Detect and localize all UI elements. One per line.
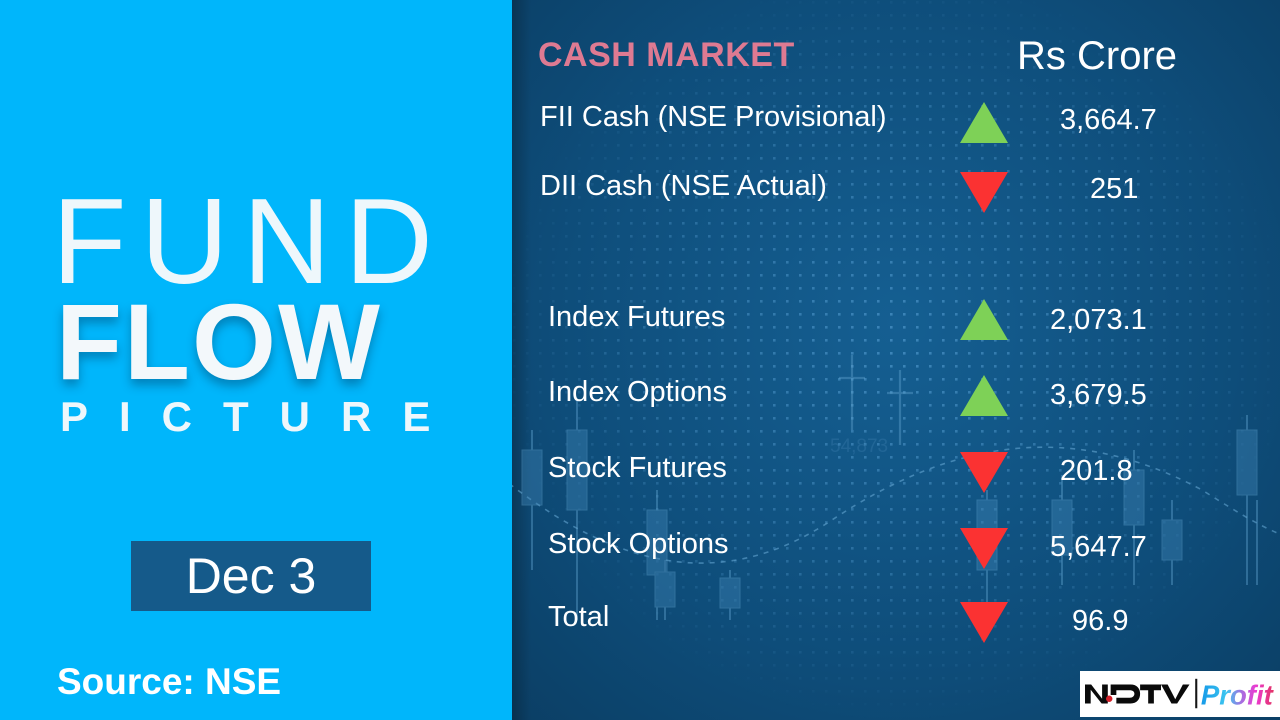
svg-text:Profit: Profit bbox=[1201, 679, 1275, 710]
svg-text:54,873: 54,873 bbox=[830, 436, 888, 457]
